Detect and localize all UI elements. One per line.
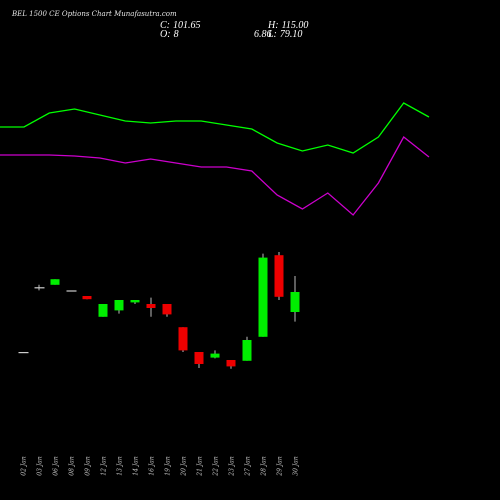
candle-03-jan xyxy=(34,284,45,291)
candle-13-jan xyxy=(114,300,124,314)
date-label: 20 Jan xyxy=(181,456,188,477)
high-readout: H: 115.00 xyxy=(268,20,308,31)
candle-02-jan xyxy=(18,352,29,354)
candle-09-jan xyxy=(82,296,92,300)
date-label: 14 Jan xyxy=(133,456,140,476)
indicator-lines xyxy=(0,102,430,216)
date-label: 13 Jan xyxy=(117,456,124,476)
candle-body xyxy=(194,352,204,364)
close-label: C: xyxy=(160,20,170,31)
candle-body xyxy=(34,287,45,289)
candle-body xyxy=(50,279,60,285)
date-label: 21 Jan xyxy=(197,456,204,477)
candle-body xyxy=(146,304,156,308)
candle-20-jan xyxy=(178,327,188,352)
candle-14-jan xyxy=(130,300,140,304)
low-label: L: xyxy=(268,29,277,40)
indicator-line-2 xyxy=(0,136,430,216)
candle-body xyxy=(242,340,252,361)
date-label: 19 Jan xyxy=(165,456,172,476)
candle-body xyxy=(274,255,284,297)
candle-body xyxy=(226,360,236,367)
candle-23-jan xyxy=(226,360,236,369)
high-value: 115.00 xyxy=(281,20,309,31)
date-label: 29 Jan xyxy=(277,456,284,477)
candle-06-jan xyxy=(50,279,60,285)
date-label: 30 Jan xyxy=(293,456,300,476)
candle-30-jan xyxy=(290,276,300,322)
candle-body xyxy=(18,352,29,354)
candle-body xyxy=(130,300,140,303)
close-value: 101.65 xyxy=(173,20,201,31)
date-label: 16 Jan xyxy=(149,456,156,476)
date-label: 06 Jan xyxy=(53,456,60,476)
candle-08-jan xyxy=(66,290,77,292)
date-label: 03 Jan xyxy=(37,456,44,476)
candle-28-jan xyxy=(258,253,268,337)
date-label: 22 Jan xyxy=(213,456,220,477)
candle-body xyxy=(114,300,124,311)
change-value: 6.86 xyxy=(254,29,272,40)
date-axis-labels: 02 Jan 03 Jan 06 Jan 08 Jan 09 Jan 12 Jan 13 J… xyxy=(21,456,300,477)
date-label: 23 Jan xyxy=(229,456,236,477)
candle-29-jan xyxy=(274,252,284,300)
candle-16-jan xyxy=(146,297,156,317)
open-label: O: xyxy=(160,29,171,40)
candlestick-series xyxy=(18,252,300,369)
date-label: 02 Jan xyxy=(21,456,28,476)
open-readout: O: 8 xyxy=(160,29,179,40)
close-readout: C: 101.65 xyxy=(160,20,201,31)
date-label: 12 Jan xyxy=(101,456,108,476)
change-readout: 6.86 xyxy=(254,29,272,40)
candle-body xyxy=(178,327,188,351)
candle-body xyxy=(66,290,77,292)
low-value: 79.10 xyxy=(279,29,303,40)
date-label: 09 Jan xyxy=(85,456,92,476)
candle-21-jan xyxy=(194,352,204,368)
candle-27-jan xyxy=(242,336,252,361)
chart-title: BEL 1500 CE Options Chart Munafasutra.co… xyxy=(12,10,177,18)
candle-22-jan xyxy=(210,350,220,359)
candle-body xyxy=(258,257,268,337)
date-label: 08 Jan xyxy=(69,456,76,476)
candle-19-jan xyxy=(162,304,172,317)
candle-12-jan xyxy=(98,304,108,317)
date-label: 28 Jan xyxy=(261,456,268,477)
candle-body xyxy=(98,304,108,317)
low-readout: L: 79.10 xyxy=(268,29,302,40)
candle-body xyxy=(82,296,92,300)
candle-body xyxy=(162,304,172,315)
candle-body xyxy=(210,353,220,358)
open-value: 8 xyxy=(173,29,179,40)
date-label: 27 Jan xyxy=(245,456,252,477)
high-label: H: xyxy=(268,20,279,31)
candle-body xyxy=(290,292,300,312)
indicator-line-1 xyxy=(0,102,430,154)
